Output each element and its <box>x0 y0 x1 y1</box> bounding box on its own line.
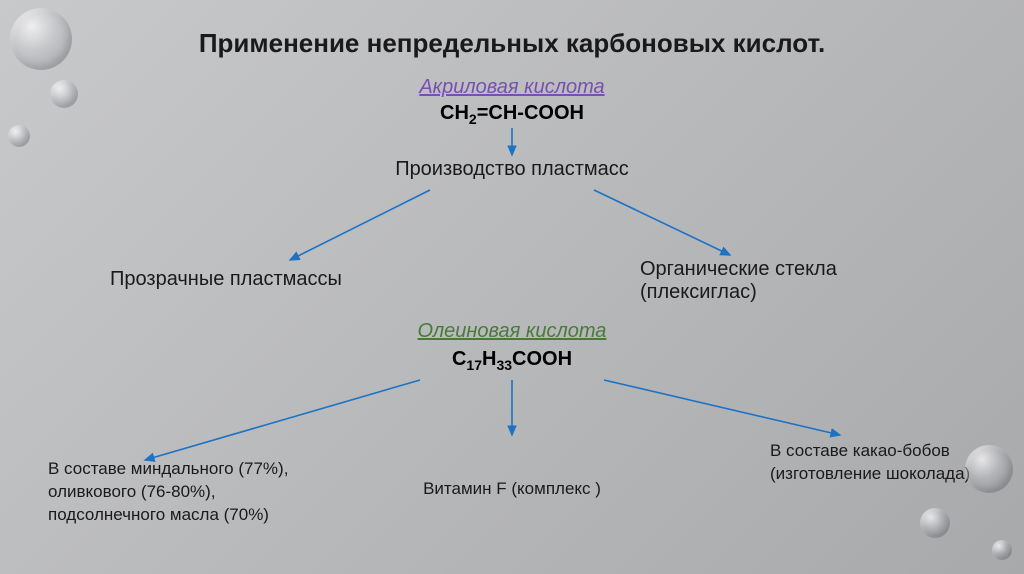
acrylic-product: Производство пластмасс <box>0 158 1024 181</box>
oleic-formula: C17H33COOH <box>0 348 1024 373</box>
slide: Применение непредельных карбоновых кисло… <box>0 0 1024 574</box>
acrylic-right: Органические стекла (плексиглас) <box>640 258 940 304</box>
oleic-right: В составе какао-бобов (изготовление шоко… <box>770 440 980 486</box>
bubble-decoration <box>992 540 1012 560</box>
bubble-decoration <box>50 80 78 108</box>
bubble-decoration <box>965 445 1013 493</box>
oleic-center: Витамин F (комплекс ) <box>380 478 644 501</box>
bubble-decoration <box>10 8 72 70</box>
oleic-name: Олеиновая кислота <box>0 320 1024 343</box>
acrylic-left: Прозрачные пластмассы <box>110 268 410 291</box>
acrylic-formula: CH2=CH-COOH <box>0 102 1024 127</box>
acrylic-name: Акриловая кислота <box>0 76 1024 99</box>
slide-title: Применение непредельных карбоновых кисло… <box>0 28 1024 59</box>
bubble-decoration <box>920 508 950 538</box>
oleic-left: В составе миндального (77%), оливкового … <box>48 458 328 527</box>
bubble-decoration <box>8 125 30 147</box>
